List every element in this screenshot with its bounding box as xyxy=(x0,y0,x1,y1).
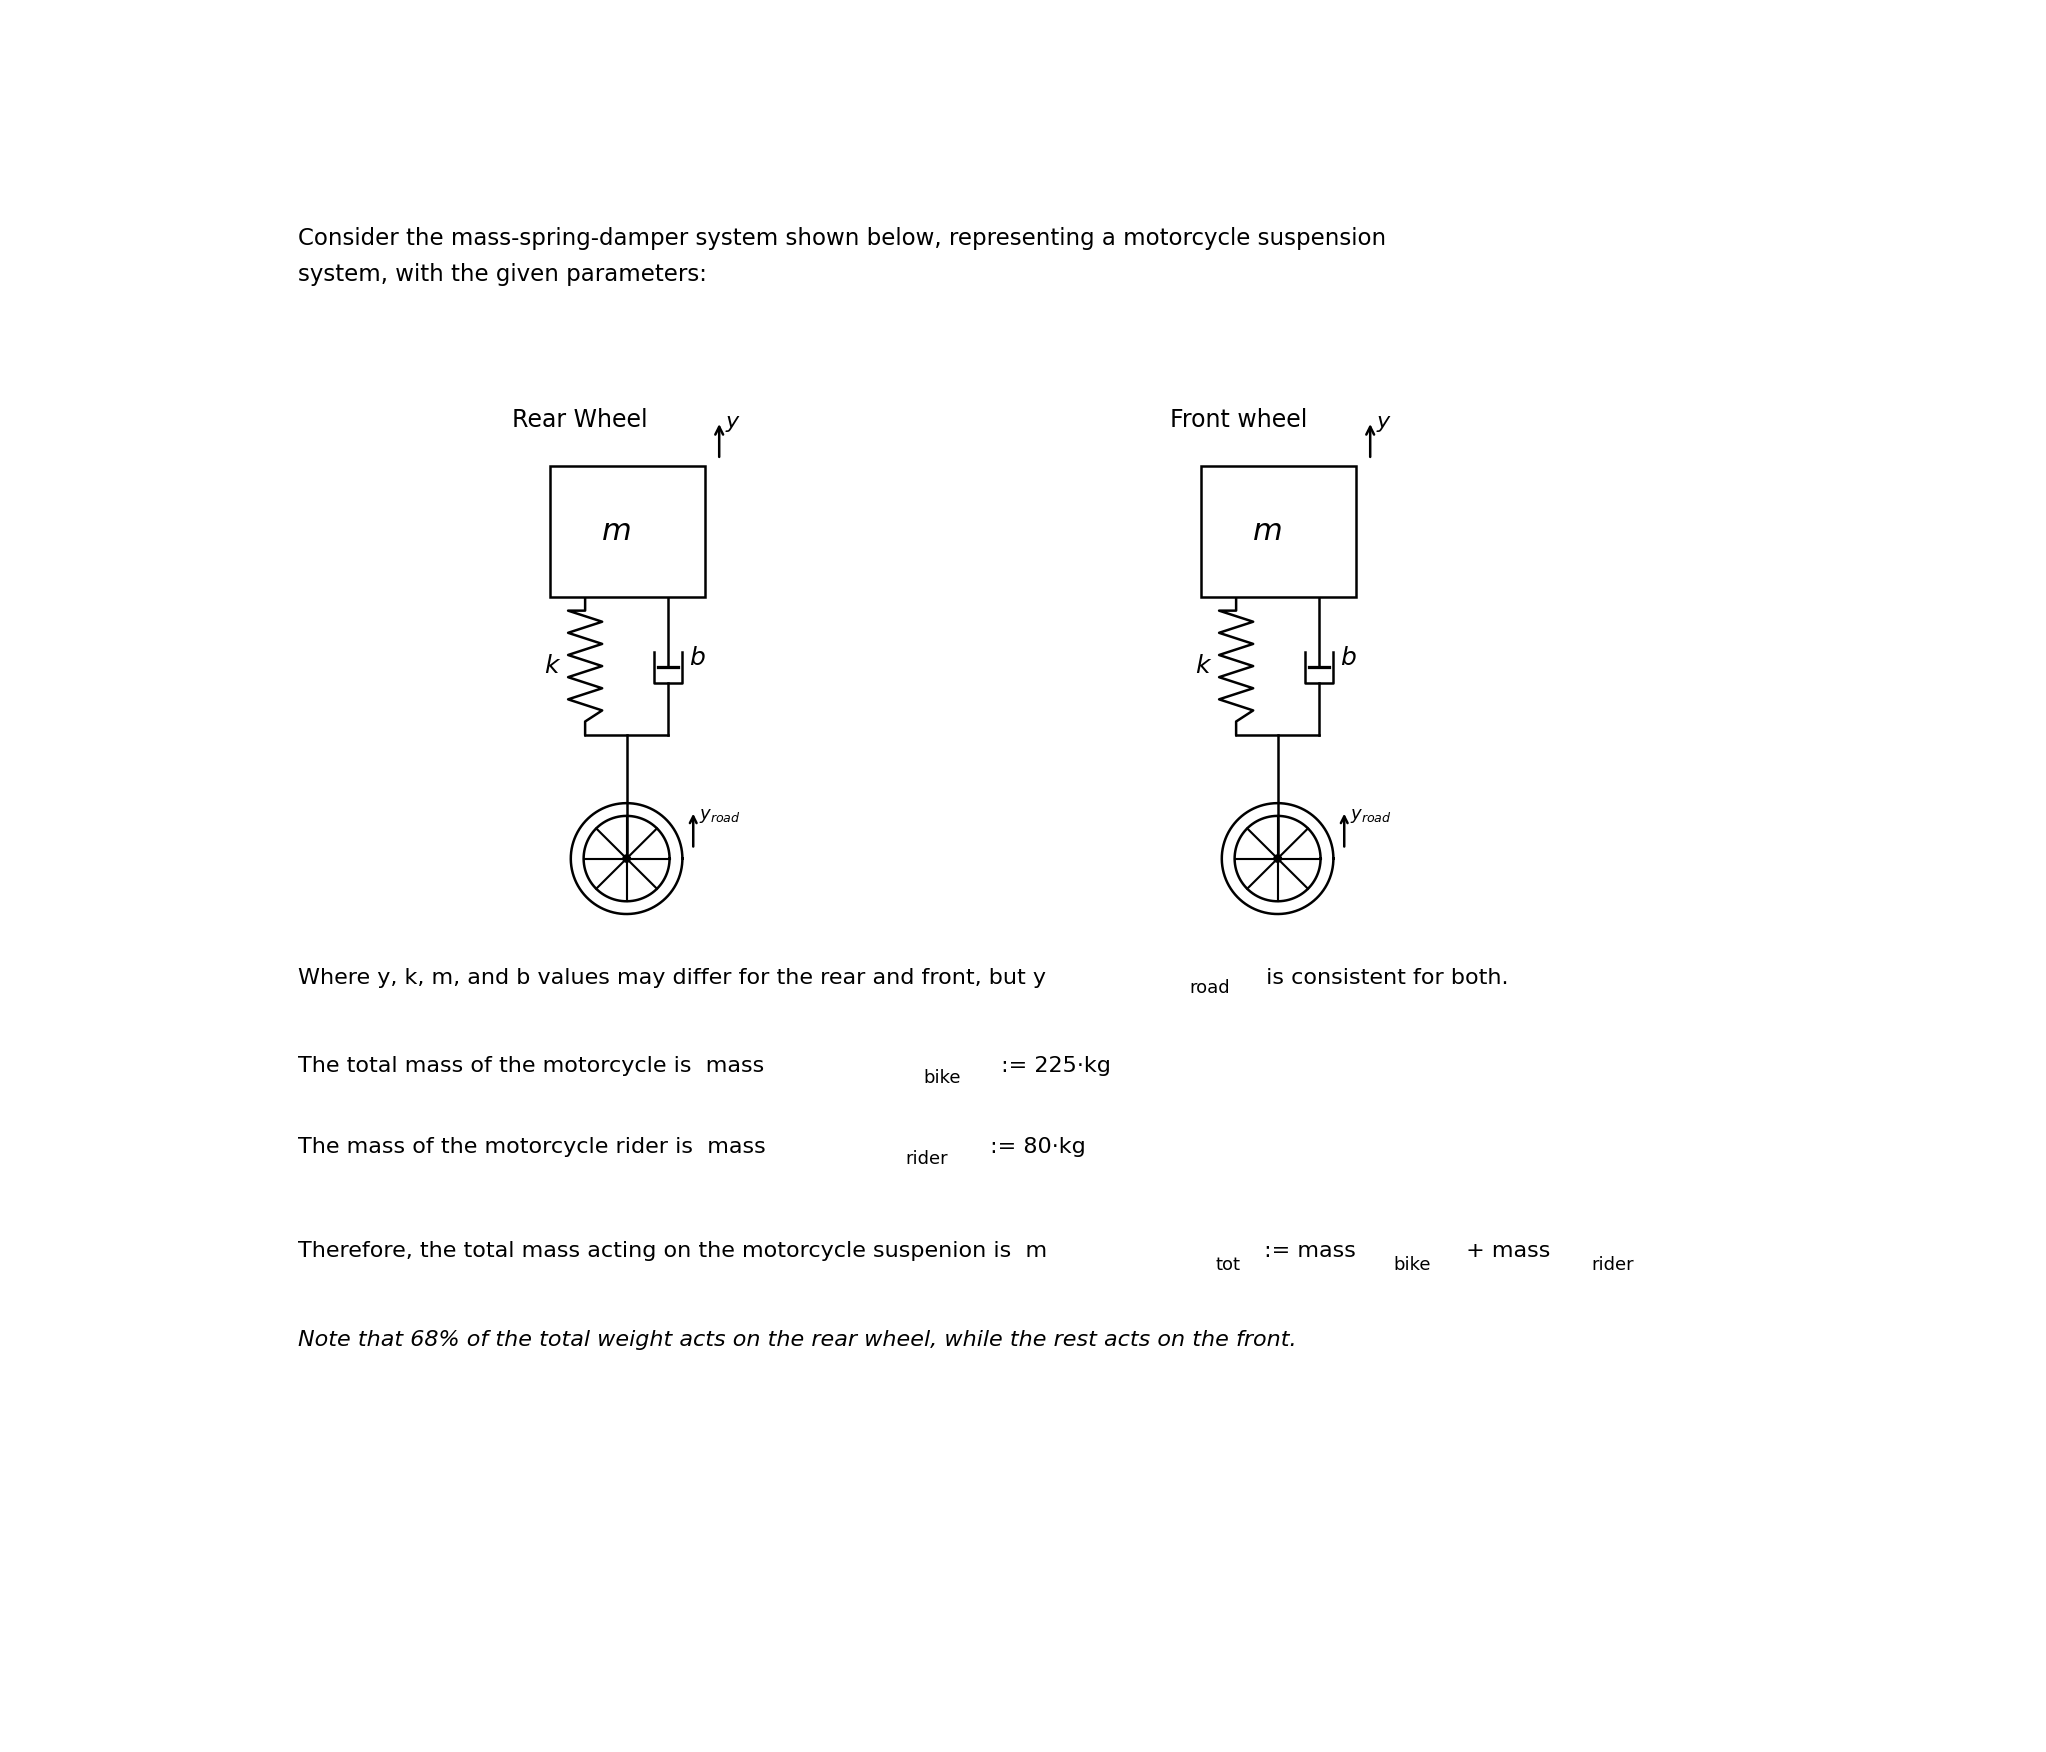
Text: $y_{road}$: $y_{road}$ xyxy=(1350,808,1391,825)
Text: Rear Wheel: Rear Wheel xyxy=(512,408,647,431)
Text: Consider the mass-spring-damper system shown below, representing a motorcycle su: Consider the mass-spring-damper system s… xyxy=(299,228,1387,251)
Text: road: road xyxy=(1189,979,1230,997)
Text: $m$: $m$ xyxy=(602,517,630,547)
Text: $k$: $k$ xyxy=(1195,653,1211,678)
Text: Front wheel: Front wheel xyxy=(1170,408,1307,431)
Text: rider: rider xyxy=(1592,1256,1633,1274)
Text: $k$: $k$ xyxy=(544,653,561,678)
Text: $b$: $b$ xyxy=(1340,646,1356,671)
Text: := 80·kg: := 80·kg xyxy=(982,1137,1086,1158)
Text: rider: rider xyxy=(904,1149,947,1169)
Text: is consistent for both.: is consistent for both. xyxy=(1260,967,1508,988)
Text: Therefore, the total mass acting on the motorcycle suspenion is  m: Therefore, the total mass acting on the … xyxy=(299,1240,1048,1261)
Text: $m$: $m$ xyxy=(1252,517,1283,547)
Text: bike: bike xyxy=(925,1069,962,1086)
Text: Note that 68% of the total weight acts on the rear wheel, while the rest acts on: Note that 68% of the total weight acts o… xyxy=(299,1330,1297,1349)
Text: The mass of the motorcycle rider is  mass: The mass of the motorcycle rider is mass xyxy=(299,1137,765,1158)
Text: $y$: $y$ xyxy=(1375,413,1391,433)
Text: + mass: + mass xyxy=(1459,1240,1551,1261)
Text: := 225·kg: := 225·kg xyxy=(994,1056,1111,1076)
Text: tot: tot xyxy=(1215,1256,1240,1274)
Text: system, with the given parameters:: system, with the given parameters: xyxy=(299,263,708,286)
Text: $y$: $y$ xyxy=(724,413,741,433)
Text: := mass: := mass xyxy=(1256,1240,1356,1261)
Bar xyxy=(1201,466,1356,597)
Text: $b$: $b$ xyxy=(690,646,706,671)
Text: bike: bike xyxy=(1393,1256,1430,1274)
Text: The total mass of the motorcycle is  mass: The total mass of the motorcycle is mass xyxy=(299,1056,765,1076)
Bar xyxy=(550,466,706,597)
Text: $y_{road}$: $y_{road}$ xyxy=(698,808,741,825)
Text: Where y, k, m, and b values may differ for the rear and front, but y: Where y, k, m, and b values may differ f… xyxy=(299,967,1046,988)
